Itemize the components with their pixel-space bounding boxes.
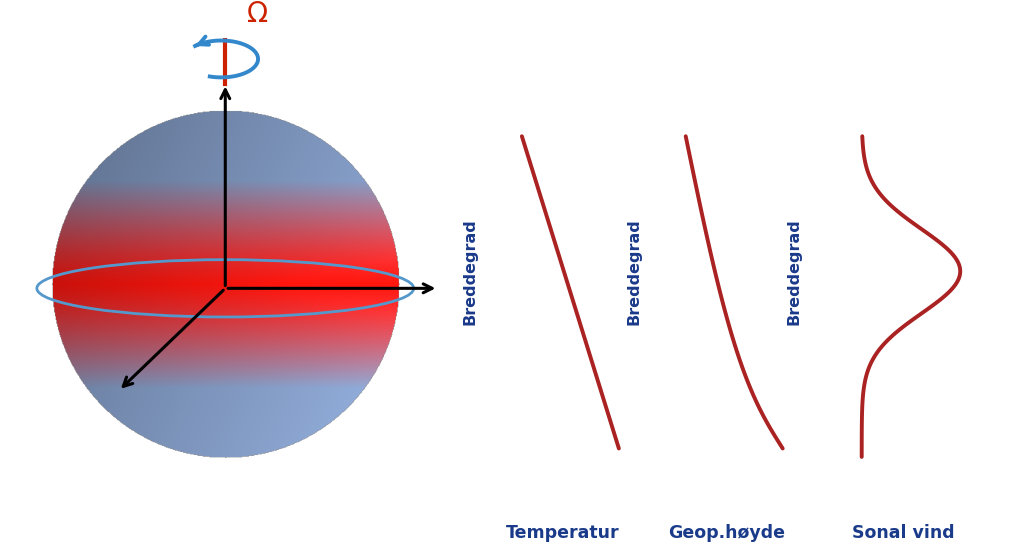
Text: Breddegrad: Breddegrad bbox=[463, 218, 478, 324]
Text: Sonal vind: Sonal vind bbox=[852, 524, 954, 542]
Text: Geop.høyde: Geop.høyde bbox=[668, 524, 785, 542]
Text: Temperatur: Temperatur bbox=[506, 524, 620, 542]
Text: $\Omega$: $\Omega$ bbox=[246, 0, 268, 28]
Text: Breddegrad: Breddegrad bbox=[627, 218, 642, 324]
Text: Breddegrad: Breddegrad bbox=[786, 218, 801, 324]
